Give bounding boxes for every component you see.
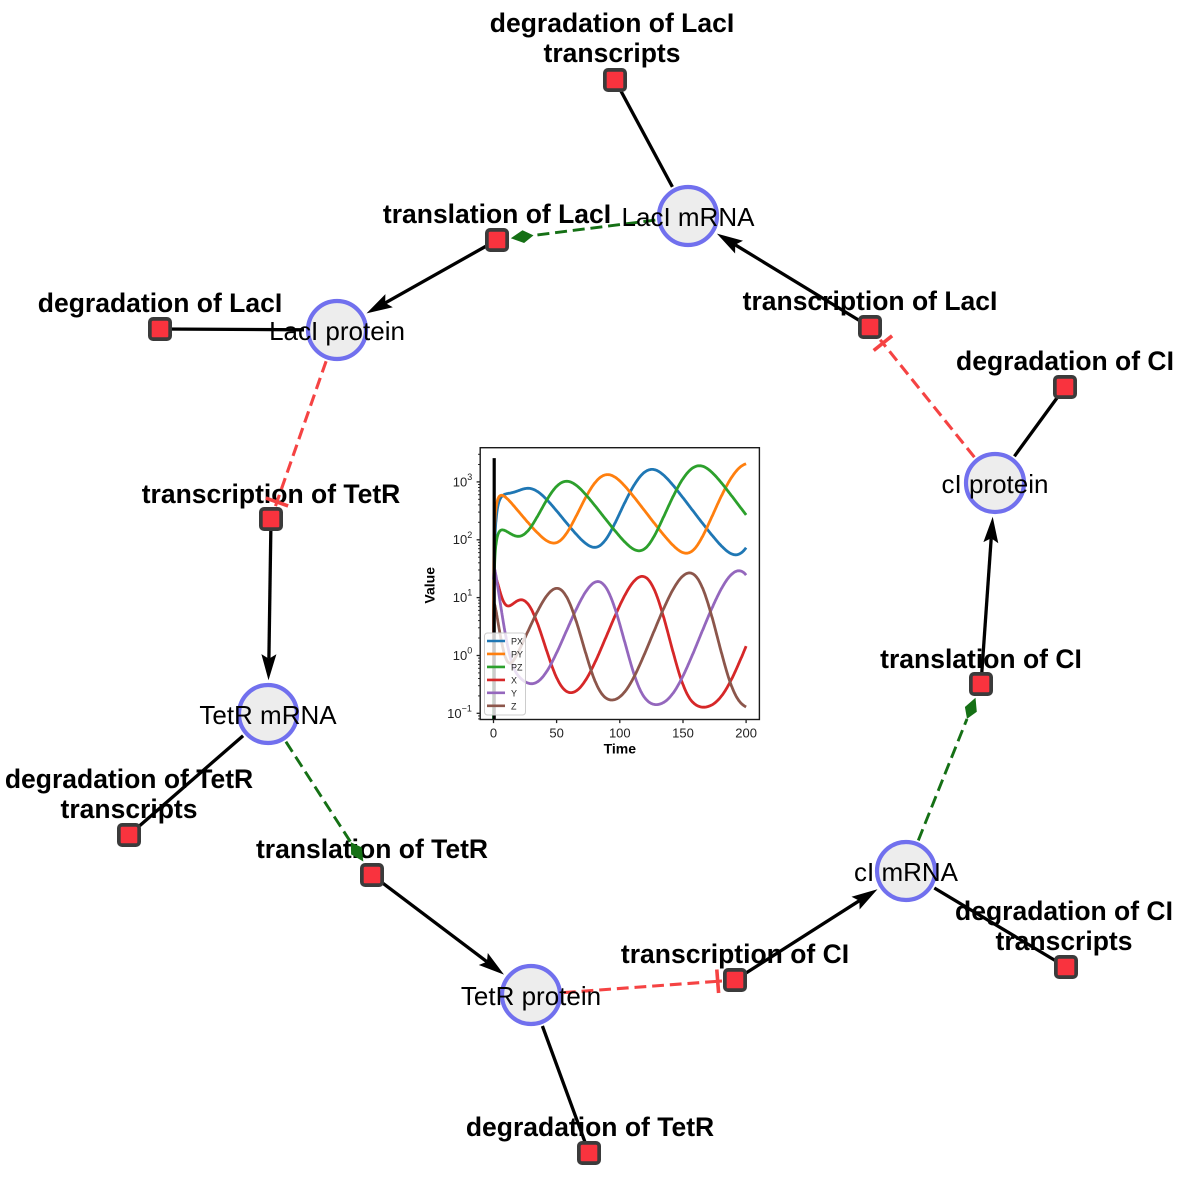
svg-text:transcription of LacI: transcription of LacI	[743, 286, 998, 316]
svg-text:transcripts: transcripts	[996, 926, 1133, 956]
svg-text:10: 10	[453, 590, 467, 605]
svg-text:1: 1	[467, 588, 472, 598]
svg-text:transcripts: transcripts	[61, 794, 198, 824]
svg-text:cI mRNA: cI mRNA	[854, 857, 959, 887]
svg-text:cI protein: cI protein	[942, 469, 1049, 499]
svg-text:degradation of LacI: degradation of LacI	[490, 8, 734, 38]
svg-text:50: 50	[549, 726, 563, 741]
svg-text:PZ: PZ	[511, 663, 523, 673]
svg-text:transcripts: transcripts	[544, 38, 681, 68]
svg-text:TetR protein: TetR protein	[461, 981, 601, 1011]
svg-text:LacI mRNA: LacI mRNA	[622, 202, 756, 232]
svg-text:0: 0	[467, 646, 472, 656]
svg-text:X: X	[511, 676, 517, 686]
svg-text:transcription of TetR: transcription of TetR	[142, 479, 401, 509]
svg-text:10: 10	[453, 532, 467, 547]
svg-text:Time: Time	[604, 741, 637, 757]
svg-text:LacI protein: LacI protein	[269, 316, 405, 346]
svg-text:PY: PY	[511, 650, 523, 660]
svg-text:10: 10	[453, 648, 467, 663]
svg-text:transcription of CI: transcription of CI	[621, 939, 849, 969]
svg-text:2: 2	[467, 530, 472, 540]
svg-text:150: 150	[672, 726, 694, 741]
svg-text:degradation of CI: degradation of CI	[956, 346, 1174, 376]
svg-text:0: 0	[490, 726, 497, 741]
svg-text:translation of TetR: translation of TetR	[256, 834, 488, 864]
svg-text:degradation of TetR: degradation of TetR	[5, 764, 253, 794]
svg-text:10: 10	[453, 474, 467, 489]
svg-text:100: 100	[609, 726, 631, 741]
svg-text:degradation of TetR: degradation of TetR	[466, 1112, 714, 1142]
svg-text:−1: −1	[462, 703, 472, 713]
svg-text:200: 200	[735, 726, 757, 741]
svg-text:translation of LacI: translation of LacI	[383, 199, 611, 229]
svg-text:3: 3	[467, 472, 472, 482]
svg-text:TetR mRNA: TetR mRNA	[199, 700, 337, 730]
svg-text:degradation of LacI: degradation of LacI	[38, 288, 282, 318]
svg-text:10: 10	[447, 706, 461, 721]
svg-text:Value: Value	[422, 567, 438, 604]
svg-text:Y: Y	[511, 688, 517, 698]
svg-text:Z: Z	[511, 701, 517, 711]
svg-text:PX: PX	[511, 637, 523, 647]
